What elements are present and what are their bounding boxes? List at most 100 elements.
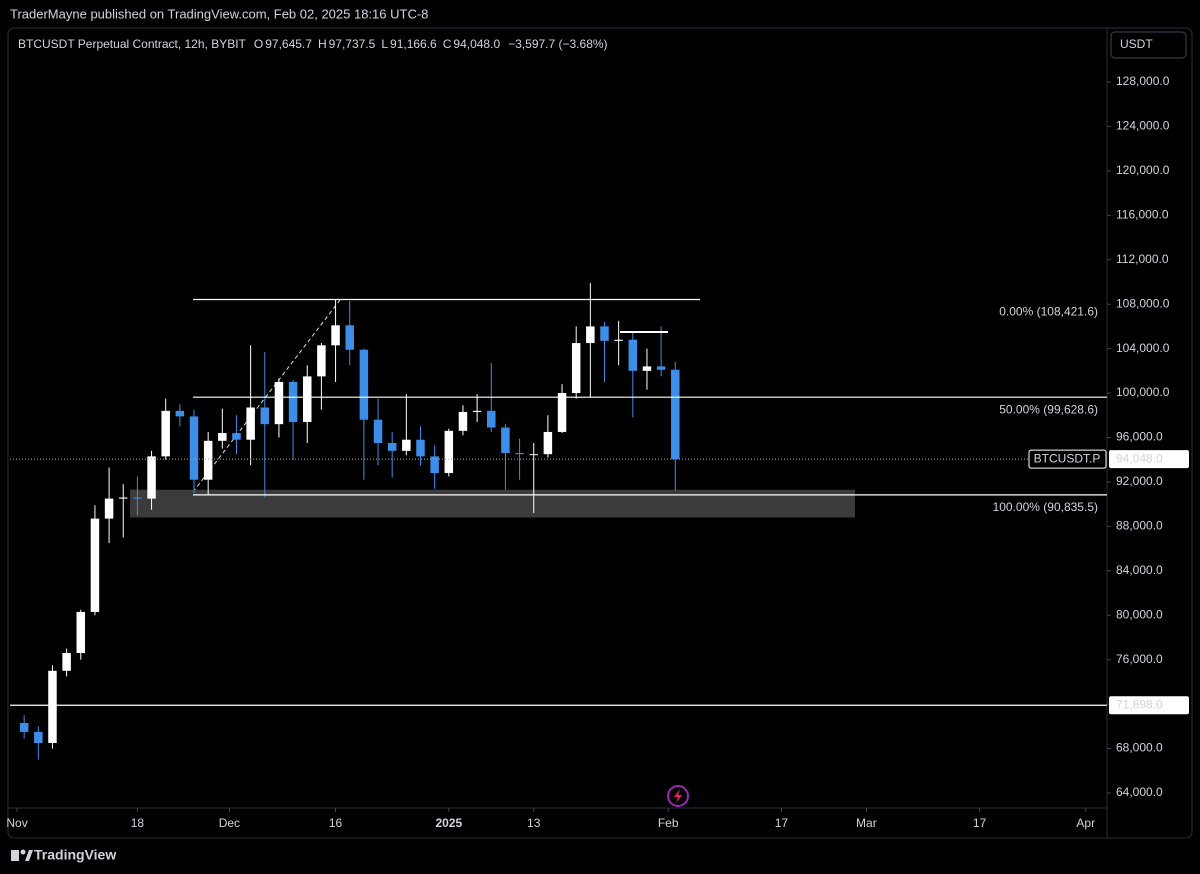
candle-body [161,410,170,457]
price-label-box [1109,450,1189,469]
candle-body [571,343,581,394]
candle-body [331,325,340,346]
candle-body [203,440,213,480]
candle-body [246,407,255,440]
candle-body [373,419,383,444]
x-tick-label: 13 [527,816,541,830]
y-tick-label: 76,000.0 [1116,652,1163,666]
fib-label: 0.00% (108,421.6) [999,305,1098,319]
y-tick-label: 108,000.0 [1116,296,1170,310]
legend-text: 97,645.7 [265,37,312,51]
legend-text: 91,166.6 [390,37,437,51]
legend-text: L [381,37,388,51]
legend-text: 97,737.5 [329,37,376,51]
candle-body [62,653,71,671]
candle-body [303,376,312,422]
y-tick-label: 64,000.0 [1116,785,1163,799]
x-tick-label: Apr [1076,816,1095,830]
x-tick-label: Mar [856,816,877,830]
legend-text: 94,048.0 [453,37,500,51]
candle-body [515,453,524,455]
x-tick-label: Nov [6,816,27,830]
y-tick-label: 88,000.0 [1116,519,1163,533]
candle-body [260,407,270,425]
legend-text: −3,597.7 (−3.68%) [508,37,607,51]
candle-body [133,497,142,499]
candle-body [487,410,496,428]
candle-body [458,411,468,431]
y-tick-label: 124,000.0 [1116,119,1170,133]
brand: TradingView [34,847,116,863]
y-tick-label: 112,000.0 [1116,252,1169,266]
y-tick-label: 128,000.0 [1116,74,1170,88]
candle-body [147,456,156,499]
candle-body [34,731,43,744]
candle-body [317,345,326,377]
x-tick-label: 17 [973,816,987,830]
chart-frame [7,27,1193,839]
candle-body [402,439,411,451]
candle-body [444,430,454,474]
y-tick-label: 92,000.0 [1116,474,1163,488]
y-tick-label: 96,000.0 [1116,430,1163,444]
candle-body [642,366,652,371]
candle-body [76,611,86,654]
candle-body [600,326,609,341]
y-tick-label: 84,000.0 [1116,563,1163,577]
candle-body [472,410,482,412]
currency: USDT [1120,37,1153,51]
y-tick-label: 104,000.0 [1116,341,1170,355]
candle-body [218,433,227,441]
price-label: 94,048.0 [1116,451,1163,465]
trend-line [192,299,341,493]
candle-body [274,381,284,425]
candle-body [614,339,623,341]
candle-body [430,456,439,474]
candle-body [529,454,538,456]
fib-label: 50.00% (99,628.6) [999,402,1098,416]
currency-box [1110,31,1187,59]
candle-body [189,416,199,480]
demand-zone [130,489,855,518]
candle-body [232,433,241,440]
support-label-box [1109,696,1189,715]
candle-body [48,670,57,744]
candle-body [501,427,510,454]
legend-text: BTCUSDT Perpetual Contract, 12h, BYBIT [18,37,247,51]
candle-body [387,443,397,451]
price-name-box [1028,449,1107,469]
brand-logo [11,849,33,861]
x-tick-label: 18 [131,816,145,830]
candle-body [628,339,638,371]
y-tick-label: 80,000.0 [1116,607,1163,621]
x-tick-label: 2025 [435,816,462,830]
candle-body [19,723,29,732]
price-name: BTCUSDT.P [1034,451,1101,465]
legend-text: C [443,37,452,51]
candle-body [90,518,100,612]
legend-text: H [318,37,327,51]
x-tick-label: Dec [219,816,240,830]
candle-body [359,349,369,420]
candle-body [656,366,666,370]
x-tick-label: Feb [658,816,679,830]
legend-text: O [254,37,263,51]
candle-body [288,381,298,422]
y-tick-label: 100,000.0 [1116,385,1170,399]
candle-body [118,497,128,499]
candle-body [175,410,185,417]
x-tick-label: 17 [775,816,789,830]
candle-body [345,325,354,350]
candle-body [416,439,425,457]
y-tick-label: 68,000.0 [1116,741,1163,755]
support-label: 71,898.0 [1116,697,1163,711]
flash-icon [667,785,689,807]
candle-body [104,498,114,519]
publisher: TraderMayne published on TradingView.com… [10,6,428,21]
candle-body [586,326,595,344]
y-tick-label: 120,000.0 [1116,163,1170,177]
candle-body [557,393,567,432]
y-tick-label: 116,000.0 [1116,207,1169,221]
